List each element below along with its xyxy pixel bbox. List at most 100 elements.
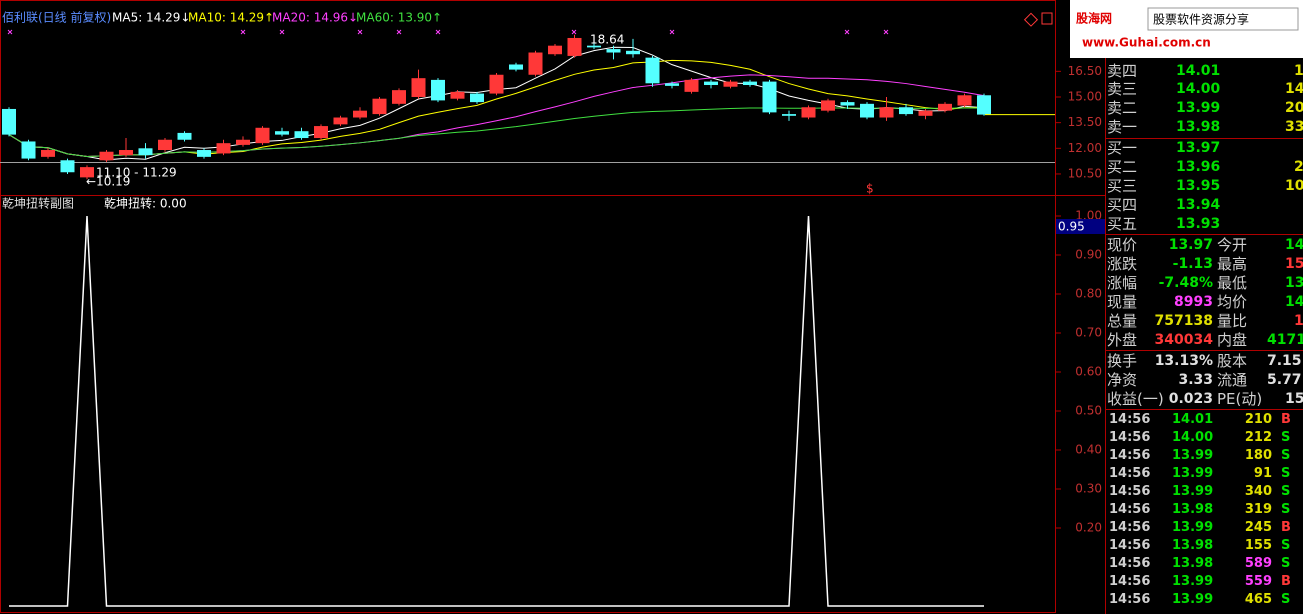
candle-body (587, 45, 601, 48)
stat-label: 现量 (1107, 293, 1138, 311)
trade-price: 14.01 (1172, 412, 1214, 427)
trade-volume: 589 (1244, 556, 1272, 571)
y-tick-label: 0.70 (1075, 326, 1102, 340)
annotation: 11.10 - 11.29 (96, 166, 177, 180)
stat-label: 最高 (1217, 255, 1248, 273)
book-label: 卖三 (1107, 80, 1138, 98)
candle-body (567, 37, 582, 56)
signal-marker (844, 29, 850, 35)
stat-value: 7.15 (1267, 353, 1302, 369)
book-label: 卖四 (1107, 62, 1138, 80)
watermark-bg (1070, 0, 1303, 58)
stat-value: -1.13 (1172, 256, 1213, 272)
annotation: $ (866, 182, 874, 196)
trade-side: S (1281, 556, 1291, 571)
signal-marker (435, 29, 441, 35)
annotation: 18.64 (590, 33, 624, 47)
trade-time: 14:56 (1109, 520, 1151, 535)
candle-body (860, 103, 874, 118)
candle-body (216, 143, 231, 154)
legend-item: 佰利联(日线 前复权) (2, 10, 111, 25)
signal-marker (396, 29, 402, 35)
trade-volume: 155 (1244, 538, 1272, 553)
y-tick-label: 12.00 (1068, 141, 1102, 155)
stat-value: 5.77 (1267, 372, 1302, 388)
trade-volume: 319 (1244, 502, 1272, 517)
candle-body (314, 126, 328, 139)
trade-price: 13.98 (1172, 538, 1214, 553)
y-tick-label: 0.30 (1075, 482, 1102, 496)
stat-value: 13 (1285, 275, 1303, 291)
candle-body (782, 114, 796, 116)
sub-value: 乾坤扭转: 0.00 (104, 196, 187, 211)
stat-label: 收益(一) (1107, 390, 1164, 408)
trade-price: 13.99 (1172, 574, 1214, 589)
y-tick-label: 0.40 (1075, 443, 1102, 457)
trade-time: 14:56 (1109, 574, 1151, 589)
trade-time: 14:56 (1109, 412, 1151, 427)
y-tick-label: 0.90 (1075, 248, 1102, 262)
stat-label: 均价 (1217, 293, 1248, 311)
stat-value: -7.48% (1158, 275, 1213, 291)
candle-body (548, 45, 562, 55)
candle-body (762, 81, 777, 113)
stat-value: 1 (1294, 313, 1303, 329)
candle-body (704, 81, 718, 86)
trade-volume: 559 (1244, 574, 1272, 589)
candle-body (236, 139, 250, 145)
indicator-line (9, 215, 984, 607)
trade-volume: 212 (1244, 430, 1272, 445)
candle-body (2, 108, 16, 135)
book-volume: 2 (1294, 159, 1303, 175)
cursor-label: 0.95 (1058, 220, 1085, 234)
book-volume: 1 (1294, 63, 1303, 79)
stat-value: 757138 (1154, 313, 1213, 329)
candle-body (294, 131, 309, 139)
book-volume: 14 (1285, 81, 1303, 97)
book-label: 买四 (1107, 196, 1138, 214)
book-volume: 20 (1285, 100, 1303, 116)
candle-body (840, 102, 855, 106)
trade-side: S (1281, 430, 1291, 445)
candle-body (119, 150, 133, 156)
book-label: 买一 (1107, 139, 1138, 157)
trade-price: 13.99 (1172, 592, 1214, 607)
signal-marker (571, 29, 577, 35)
trade-time: 14:56 (1109, 538, 1151, 553)
stat-label: 股本 (1217, 352, 1248, 370)
stat-value: 13.97 (1168, 237, 1213, 253)
candle-body (177, 132, 192, 140)
candle-body (138, 148, 153, 156)
trade-side: S (1281, 592, 1291, 607)
signal-marker (7, 29, 13, 35)
book-price: 14.01 (1176, 63, 1221, 79)
trade-price: 13.99 (1172, 448, 1214, 463)
trade-side: S (1281, 502, 1291, 517)
legend-item: MA20: 14.96↓ (272, 11, 358, 25)
book-label: 卖二 (1107, 99, 1138, 117)
trade-side: S (1281, 538, 1291, 553)
stat-label: 净资 (1107, 371, 1138, 389)
y-tick-label: 0.80 (1075, 287, 1102, 301)
book-price: 13.98 (1176, 119, 1221, 135)
candle-body (938, 103, 952, 111)
stat-label: PE(动) (1217, 390, 1263, 408)
candle-body (489, 74, 504, 94)
y-tick-label: 10.50 (1068, 166, 1102, 180)
candle-body (411, 78, 426, 97)
stat-value: 15 (1285, 391, 1303, 407)
y-tick-label: 16.50 (1068, 64, 1102, 78)
trade-side: B (1281, 574, 1291, 589)
trade-price: 13.99 (1172, 466, 1214, 481)
trade-volume: 340 (1244, 484, 1272, 499)
y-tick-label: 13.50 (1068, 115, 1102, 129)
stat-value: 14 (1285, 294, 1303, 310)
book-price: 13.94 (1176, 197, 1221, 213)
trade-volume: 180 (1244, 448, 1272, 463)
trade-side: S (1281, 466, 1291, 481)
stat-value: 3.33 (1178, 372, 1213, 388)
candle-body (528, 52, 543, 75)
